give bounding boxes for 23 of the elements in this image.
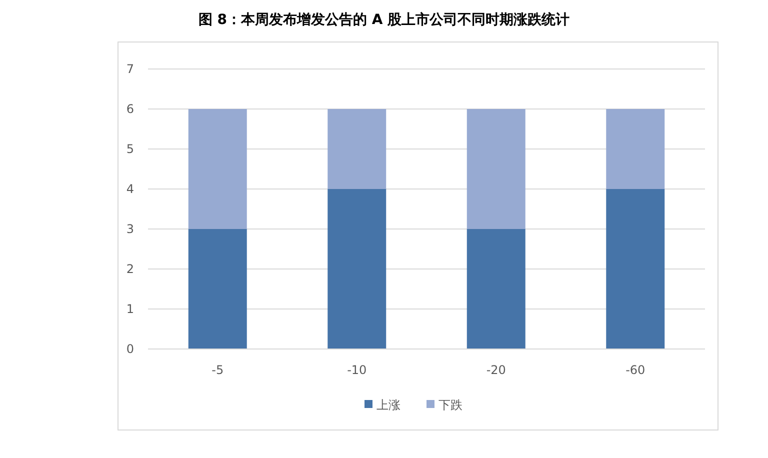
bar [188,109,247,229]
legend-label: 上涨 [376,398,400,412]
x-tick-label: -5 [212,363,224,377]
x-tick-label: -20 [486,363,506,377]
bar [328,189,386,349]
x-tick-label: -10 [347,363,367,377]
y-tick-label: 4 [126,182,134,196]
x-tick-label: -60 [626,363,646,377]
bar [466,229,526,349]
bar [328,109,386,189]
y-tick-label: 1 [126,302,134,316]
y-tick-label: 7 [126,62,134,76]
chart-title: 图 8：本周发布增发公告的 A 股上市公司不同时期涨跌统计 [198,11,570,28]
y-tick-label: 3 [126,222,134,236]
legend-label: 下跌 [438,398,462,412]
y-tick-label: 6 [126,102,134,116]
y-tick-label: 2 [126,262,134,276]
y-tick-label: 0 [126,342,134,356]
bar [606,109,665,189]
y-tick-label: 5 [126,142,134,156]
bar [188,229,247,349]
bar [466,109,526,229]
bar [606,189,665,349]
